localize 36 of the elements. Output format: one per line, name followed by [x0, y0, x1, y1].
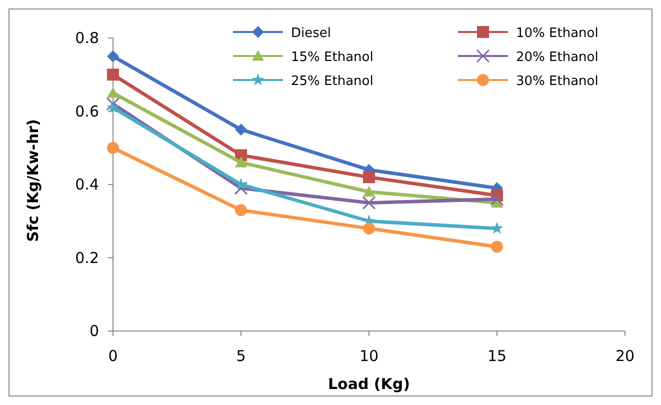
point	[234, 181, 248, 195]
x-tick-label: 0	[108, 347, 118, 365]
point	[490, 192, 504, 206]
legend-label: 30% Ethanol	[516, 74, 598, 89]
point	[235, 156, 247, 168]
point	[107, 50, 119, 62]
point	[235, 124, 247, 136]
point	[106, 97, 120, 111]
y-tick-label: 0.4	[75, 176, 99, 194]
legend-label: 15% Ethanol	[291, 50, 374, 65]
point	[363, 186, 375, 197]
x-tick-label: 10	[359, 347, 379, 365]
y-tick-label: 0.6	[75, 102, 99, 120]
point	[107, 86, 119, 98]
point	[235, 204, 247, 216]
point	[491, 240, 503, 253]
x-axis-title: Load (Kg)	[328, 375, 410, 393]
y-axis-title: Sfc (Kg/Kw-hr)	[24, 119, 42, 242]
point	[363, 171, 375, 184]
x-tick-label: 20	[615, 347, 635, 365]
legend-label: 10% Ethanol	[516, 26, 598, 41]
point	[106, 100, 120, 113]
point	[234, 178, 248, 190]
y-tick-label: 0.8	[75, 29, 99, 47]
point	[490, 222, 504, 234]
point	[363, 222, 375, 234]
point	[362, 196, 376, 210]
y-tick-label: 0	[89, 322, 99, 340]
legend-label: 25% Ethanol	[291, 74, 374, 89]
point	[107, 68, 119, 81]
legend-label: 20% Ethanol	[516, 50, 598, 65]
y-tick-label: 0.2	[75, 248, 99, 267]
point	[107, 142, 119, 154]
legend-label: Diesel	[291, 26, 332, 41]
x-tick-label: 5	[236, 347, 246, 365]
x-tick-label: 15	[487, 347, 507, 365]
